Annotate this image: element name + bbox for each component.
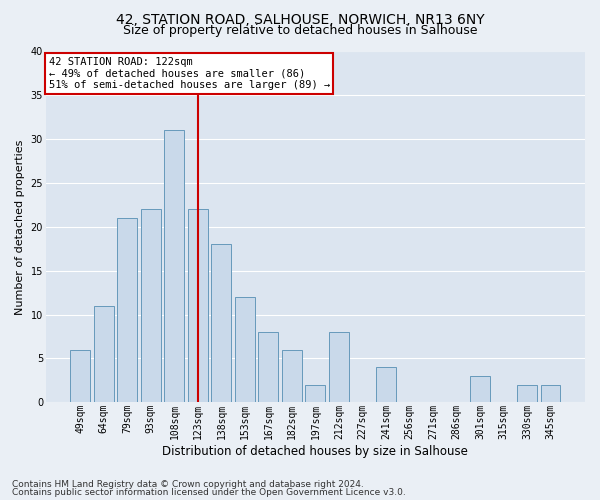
Text: Size of property relative to detached houses in Salhouse: Size of property relative to detached ho…	[123, 24, 477, 37]
Bar	[211, 244, 232, 402]
Text: Contains public sector information licensed under the Open Government Licence v3: Contains public sector information licen…	[12, 488, 406, 497]
Bar	[70, 350, 91, 403]
Bar	[164, 130, 184, 402]
X-axis label: Distribution of detached houses by size in Salhouse: Distribution of detached houses by size …	[163, 444, 469, 458]
Bar	[188, 210, 208, 402]
Bar	[541, 385, 560, 402]
Y-axis label: Number of detached properties: Number of detached properties	[15, 139, 25, 314]
Bar	[376, 367, 396, 402]
Bar	[118, 218, 137, 402]
Bar	[94, 306, 114, 402]
Text: Contains HM Land Registry data © Crown copyright and database right 2024.: Contains HM Land Registry data © Crown c…	[12, 480, 364, 489]
Bar	[259, 332, 278, 402]
Bar	[282, 350, 302, 403]
Bar	[141, 210, 161, 402]
Bar	[235, 297, 255, 403]
Text: 42, STATION ROAD, SALHOUSE, NORWICH, NR13 6NY: 42, STATION ROAD, SALHOUSE, NORWICH, NR1…	[116, 12, 484, 26]
Bar	[470, 376, 490, 402]
Text: 42 STATION ROAD: 122sqm
← 49% of detached houses are smaller (86)
51% of semi-de: 42 STATION ROAD: 122sqm ← 49% of detache…	[49, 57, 330, 90]
Bar	[517, 385, 537, 402]
Bar	[329, 332, 349, 402]
Bar	[305, 385, 325, 402]
